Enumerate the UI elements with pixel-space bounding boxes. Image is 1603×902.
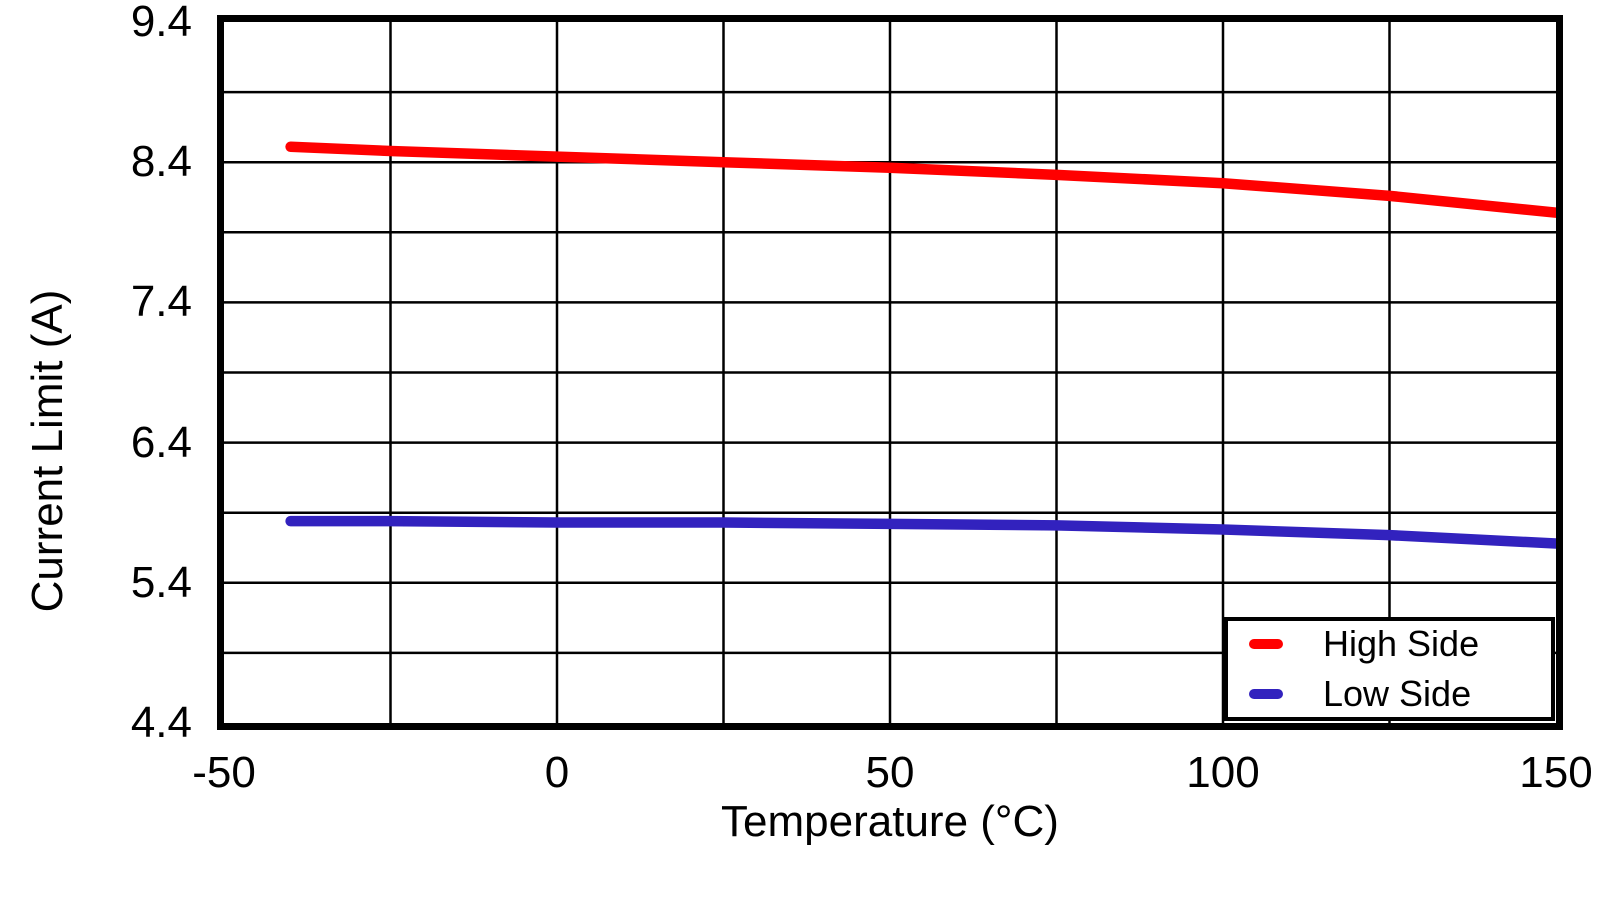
- low-side-curve: [285, 515, 1556, 549]
- x-tick-label: 50: [865, 748, 915, 797]
- x-axis-title: Temperature (°C): [721, 797, 1059, 846]
- legend-label: Low Side: [1323, 673, 1472, 714]
- legend-label: High Side: [1323, 623, 1480, 664]
- legend-line-sample-icon: [1249, 689, 1283, 699]
- legend: High Side Low Side: [1224, 617, 1555, 721]
- high-side-curve: [285, 141, 1556, 218]
- legend-line-sample-icon: [1249, 639, 1283, 649]
- legend-item: Low Side: [1228, 675, 1551, 713]
- legend-item: High Side: [1228, 625, 1551, 663]
- y-tick-label: 7.4: [130, 277, 192, 326]
- x-tick-label: 100: [1186, 748, 1260, 797]
- y-axis-title-text: Current Limit (A): [23, 289, 72, 613]
- y-tick-label: 5.4: [130, 558, 192, 607]
- y-tick-label: 6.4: [130, 418, 192, 467]
- y-tick-label: 8.4: [130, 137, 192, 186]
- x-tick-label: -50: [192, 748, 256, 797]
- x-tick-label: 0: [544, 748, 570, 797]
- y-tick-label: 9.4: [130, 0, 192, 46]
- plot-canvas: [224, 22, 1556, 723]
- y-tick-label: 4.4: [130, 698, 192, 747]
- plot-area: [217, 15, 1563, 730]
- x-tick-label: 150: [1519, 748, 1593, 797]
